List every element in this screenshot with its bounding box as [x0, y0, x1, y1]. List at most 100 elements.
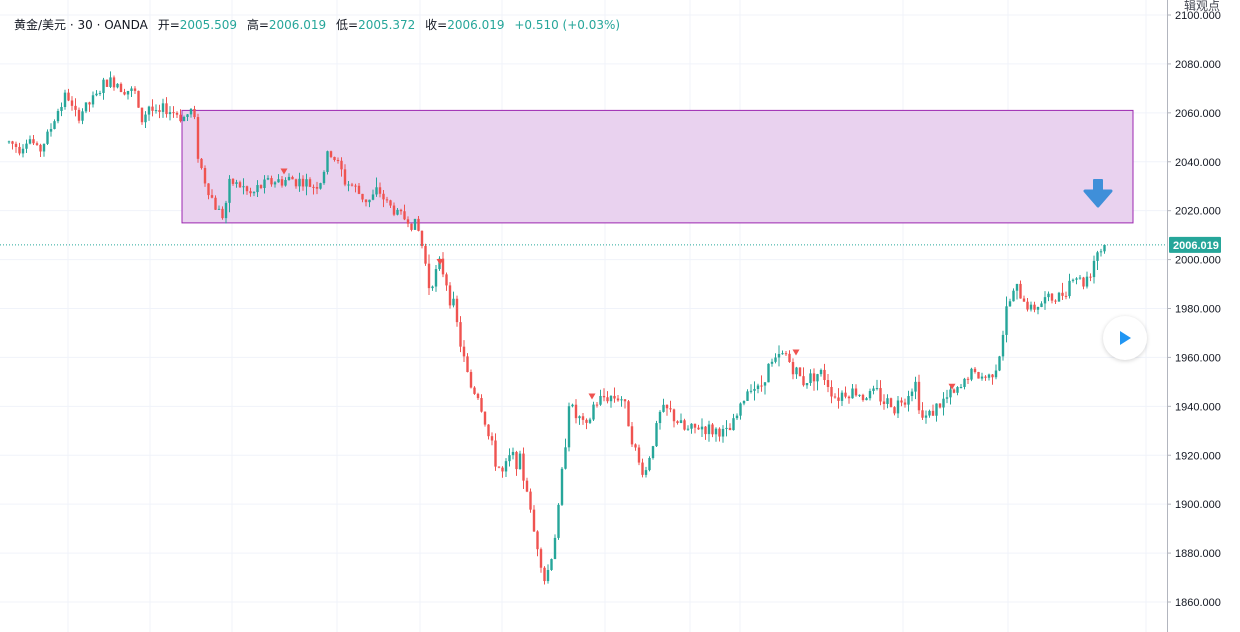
candle-body — [252, 192, 256, 194]
candle-body — [200, 158, 203, 169]
candle-body — [532, 509, 536, 532]
candle-body — [714, 428, 718, 435]
candle-body — [375, 187, 378, 195]
candle-body — [879, 388, 882, 402]
candle-body — [637, 447, 641, 463]
candle-body — [627, 401, 630, 427]
candle-body — [392, 205, 396, 215]
candle-body — [693, 423, 697, 428]
candle-body — [270, 178, 273, 185]
axis-tick-label: 2100.000 — [1175, 10, 1221, 22]
replay-button[interactable] — [1103, 316, 1147, 360]
candle-body — [151, 106, 154, 111]
candle-body — [718, 428, 721, 437]
candle-body — [1008, 301, 1012, 307]
candle-body — [175, 112, 179, 115]
candle-body — [189, 109, 193, 115]
candle-body — [567, 406, 571, 448]
candle-body — [1022, 298, 1026, 302]
candle-body — [837, 397, 840, 401]
candle-body — [273, 182, 277, 185]
axis-tick-label: 1900.000 — [1175, 499, 1221, 511]
candle-body — [802, 376, 805, 386]
candle-body — [644, 470, 648, 475]
candle-body — [991, 374, 994, 378]
candle-body — [140, 107, 144, 123]
candle-body — [777, 353, 781, 358]
candle-body — [326, 151, 329, 172]
down-arrow-icon — [1083, 179, 1113, 208]
candle-body — [735, 415, 739, 419]
candle-body — [357, 185, 361, 194]
ideas-label[interactable]: 辑观点 — [1184, 0, 1221, 13]
candle-body — [865, 398, 868, 401]
candle-body — [917, 381, 921, 411]
candle-body — [154, 110, 158, 112]
candle-body — [847, 396, 851, 399]
candle-body — [963, 378, 966, 387]
candle-body — [259, 185, 263, 188]
candle-body — [56, 110, 60, 122]
candle-body — [1015, 283, 1019, 291]
candle-body — [658, 411, 662, 424]
candle-body — [641, 462, 644, 475]
candle-body — [746, 391, 749, 401]
candle-body — [648, 457, 651, 471]
candle-body — [396, 209, 399, 215]
candle-body — [32, 139, 35, 144]
candle-body — [77, 109, 81, 121]
candle-body — [133, 88, 137, 91]
candle-body — [287, 176, 291, 181]
axis-tick-label: 1960.000 — [1175, 352, 1221, 364]
candle-body — [413, 218, 417, 230]
candle-body — [851, 388, 854, 399]
candle-body — [725, 427, 728, 429]
candle-body — [861, 394, 865, 401]
symbol-label: 黄金/美元 · 30 · OANDA — [14, 18, 148, 32]
candle-body — [298, 178, 301, 187]
candle-body — [994, 370, 998, 378]
candle-body — [98, 92, 102, 94]
candle-body — [130, 88, 133, 91]
candle-body — [319, 183, 322, 189]
candle-body — [602, 395, 606, 398]
candle-body — [1089, 276, 1092, 278]
candle-body — [168, 112, 172, 115]
candle-body — [1036, 307, 1040, 310]
candle-body — [546, 569, 550, 582]
candle-body — [228, 178, 231, 203]
candle-body — [1064, 295, 1068, 297]
candle-body — [679, 420, 683, 424]
candle-body — [756, 385, 760, 389]
candle-body — [1082, 277, 1085, 287]
candle-body — [315, 187, 319, 189]
candle-body — [511, 451, 515, 456]
candle-body — [728, 427, 732, 431]
candle-body — [970, 368, 973, 380]
candle-body — [53, 121, 56, 130]
axis-tick-label: 1880.000 — [1175, 548, 1221, 560]
candle-body — [942, 398, 945, 408]
candle-body — [119, 83, 123, 93]
candle-body — [284, 180, 287, 186]
candle-body — [410, 223, 413, 230]
supply-zone-box[interactable] — [181, 109, 1134, 224]
candle-body — [868, 390, 872, 399]
candle-body — [445, 274, 448, 286]
candle-body — [329, 151, 333, 157]
candle-body — [221, 208, 224, 219]
candle-body — [49, 129, 53, 132]
candle-body — [672, 409, 676, 422]
candle-body — [690, 423, 693, 429]
candle-body — [1092, 260, 1096, 278]
chart-legend: 黄金/美元 · 30 · OANDA 开=2005.509 高=2006.019… — [14, 16, 620, 33]
candle-body — [830, 386, 833, 397]
candle-body — [704, 426, 707, 435]
candle-body — [543, 567, 546, 582]
candle-body — [760, 385, 763, 387]
candle-body — [263, 179, 266, 188]
price-axis[interactable]: 2100.000 2080.000 2060.000 2040.000 2020.000… — [1167, 0, 1221, 632]
candle-body — [266, 178, 270, 180]
candle-body — [900, 400, 903, 403]
